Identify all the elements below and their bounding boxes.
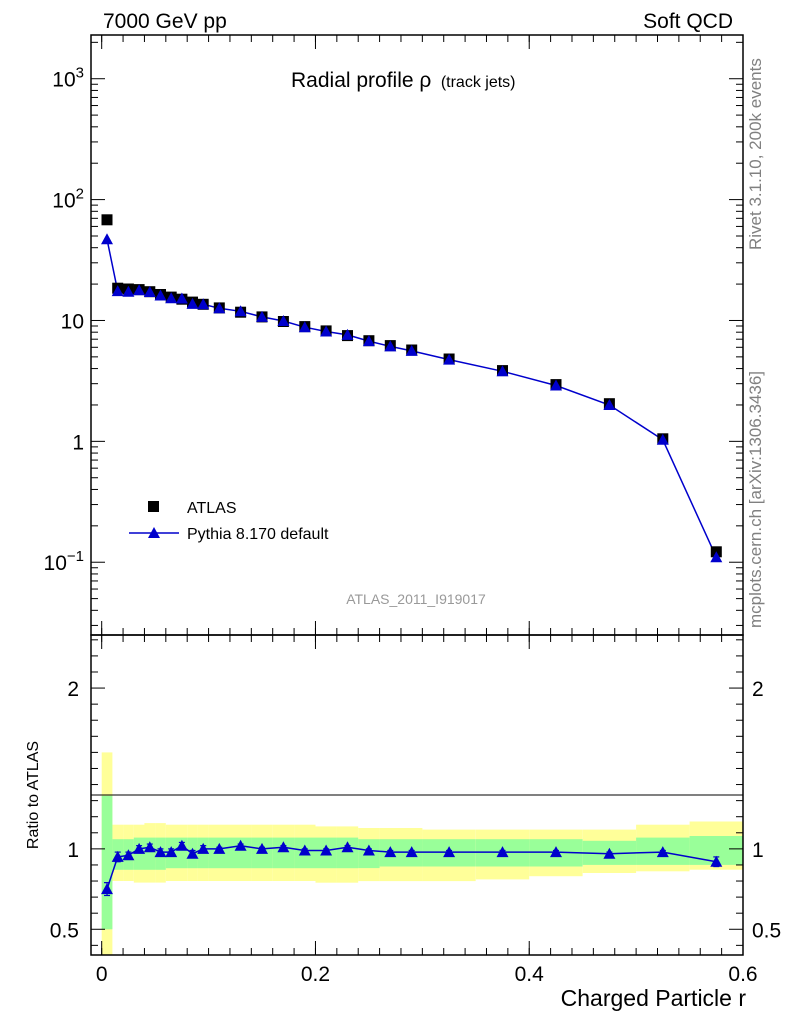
mcplots-source-text: mcplots.cern.ch [arXiv:1306.3436] <box>746 371 765 628</box>
y-tick-label: 10 <box>61 310 84 333</box>
mc-data-point <box>384 340 397 352</box>
mc-data-point <box>341 328 354 340</box>
mc-data-point <box>111 285 124 297</box>
ratio-data-point <box>234 839 247 851</box>
x-axis-label: Charged Particle r <box>561 985 747 1011</box>
ratio-data-point <box>143 841 156 853</box>
analysis-label: ATLAS_2011_I919017 <box>346 591 486 607</box>
ratio-data-point <box>101 883 113 895</box>
header-left: 7000 GeV pp <box>103 10 227 33</box>
y-tick-label: 102 <box>52 186 84 213</box>
ratio-data-point <box>384 846 397 858</box>
x-tick-label: 0.6 <box>728 963 757 986</box>
ratio-data-point <box>197 842 210 854</box>
ratio-plot-frame <box>90 634 744 956</box>
ratio-inner-band <box>336 837 359 869</box>
ratio-data-point <box>277 841 290 853</box>
ratio-data-point <box>175 839 188 851</box>
ratio-inner-band <box>101 795 113 930</box>
ratio-data-point <box>154 846 167 858</box>
mc-data-point <box>320 325 333 337</box>
ratio-data-point <box>656 846 669 858</box>
ratio-data-point <box>256 842 268 854</box>
ratio-y-tick-label-right: 1 <box>752 839 764 862</box>
x-tick-label: 0 <box>96 963 108 986</box>
ratio-y-tick-label-right: 2 <box>752 678 764 701</box>
mc-data-point <box>277 315 290 326</box>
mc-data-point <box>603 399 616 410</box>
ratio-data-point <box>496 846 509 858</box>
legend-data-label: ATLAS <box>187 500 237 517</box>
legend-mc-label: Pythia 8.170 default <box>187 526 329 543</box>
mc-data-point <box>443 353 456 365</box>
ratio-data-point <box>341 841 354 853</box>
legend-data-marker <box>148 501 159 512</box>
atlas-data-point <box>101 214 113 226</box>
ratio-data-point <box>122 849 135 861</box>
plot-title-main: Radial profile ρ <box>291 69 431 92</box>
mc-data-point <box>213 302 226 314</box>
ratio-inner-band <box>176 837 188 869</box>
ratio-data-point <box>213 842 226 854</box>
y-tick-label: 1 <box>72 431 84 454</box>
ratio-data-point <box>603 847 616 859</box>
ratio-data-point <box>405 846 418 858</box>
x-tick-label: 0.4 <box>515 963 545 986</box>
mc-data-point <box>234 305 247 317</box>
mc-data-point <box>101 233 113 245</box>
ratio-inner-band <box>230 837 252 869</box>
ratio-y-tick-label-right: 0.5 <box>752 919 781 942</box>
ratio-data-point <box>133 842 146 854</box>
ratio-y-axis-label: Ratio to ATLAS <box>25 741 42 849</box>
ratio-data-point <box>362 844 375 856</box>
mc-data-point <box>122 285 135 297</box>
mc-data-point <box>197 298 210 310</box>
mc-data-point <box>656 433 669 445</box>
plot-title: Radial profile ρ (track jets) <box>291 69 515 92</box>
ratio-data-point <box>165 846 178 858</box>
ratio-data-point <box>111 850 124 862</box>
ratio-y-tick-label: 2 <box>67 678 79 701</box>
header-right: Soft QCD <box>643 10 733 33</box>
main-plot-frame <box>90 34 744 636</box>
ratio-data-point <box>320 844 333 856</box>
mc-data-point <box>175 292 188 304</box>
mc-data-point <box>496 365 509 377</box>
ratio-inner-band <box>272 837 295 869</box>
y-tick-label: 103 <box>52 65 84 92</box>
y-tick-label: 10−1 <box>44 548 84 575</box>
mc-data-point <box>298 321 311 333</box>
main-plot-panel: 10−1 1 10 102 103 Radial profile ρ (track je… <box>44 34 744 636</box>
ratio-y-tick-label: 0.5 <box>50 919 79 942</box>
mc-data-point <box>256 310 268 322</box>
legend: ATLAS Pythia 8.170 default <box>129 500 329 543</box>
ratio-data-point <box>550 846 562 858</box>
ratio-inner-band <box>144 837 156 870</box>
ratio-data-point <box>298 844 311 856</box>
mc-data-point <box>143 286 156 297</box>
mc-data-point <box>362 335 375 347</box>
mc-data-point <box>710 551 723 563</box>
mc-data-point <box>405 344 418 356</box>
mc-data-point <box>165 292 178 304</box>
rivet-version-text: Rivet 3.1.10, 200k events <box>746 58 765 250</box>
ratio-plot-panel: 0.5 0.5 1 1 2 2 0 0.2 0.4 0.6 Ratio to ATLAS Char… <box>25 634 781 1011</box>
x-tick-label: 0.2 <box>301 963 330 986</box>
ratio-data-point <box>710 855 723 867</box>
ratio-y-tick-label: 1 <box>67 839 79 862</box>
plot-title-sub: (track jets) <box>441 74 516 91</box>
ratio-data-point <box>443 846 456 858</box>
legend-mc-marker <box>148 527 160 538</box>
mc-data-point <box>133 284 146 296</box>
ratio-data-point <box>186 847 199 859</box>
mc-data-point <box>550 379 562 391</box>
mc-data-point <box>154 289 167 301</box>
mc-data-point <box>186 297 199 309</box>
